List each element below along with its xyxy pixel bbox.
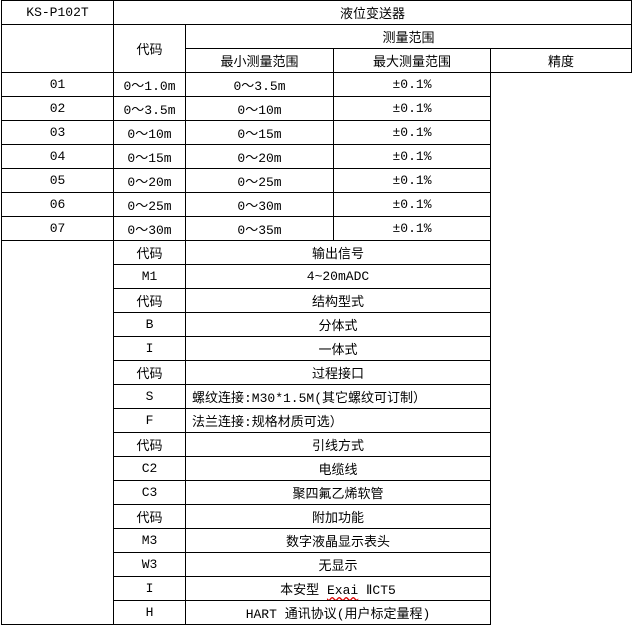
option-code-cell: I <box>113 576 186 601</box>
range-accuracy-cell: ±0.1% <box>333 168 491 193</box>
range-max-cell: 0～30m <box>185 192 334 217</box>
option-code-cell: C2 <box>113 456 186 481</box>
option-desc-cell: 过程接口 <box>185 360 491 385</box>
option-desc-cell: 无显示 <box>185 552 491 577</box>
range-min-cell: 0～10m <box>113 120 186 145</box>
range-code-cell: 07 <box>1 216 114 241</box>
option-desc-cell: 电缆线 <box>185 456 491 481</box>
range-min-cell: 0～25m <box>113 192 186 217</box>
range-row: 04 0～15m 0～20m ±0.1% <box>1 144 632 169</box>
range-max-cell: 0～15m <box>185 120 334 145</box>
option-code-cell: M3 <box>113 528 186 553</box>
option-desc-cell: 输出信号 <box>185 240 491 265</box>
option-row: C2 电缆线 <box>2 456 632 481</box>
option-row: C3 聚四氟乙烯软管 <box>2 480 632 505</box>
range-header-row: 代码 测量范围 <box>1 24 633 73</box>
option-desc-cell: 螺纹连接:M30*1.5M(其它螺纹可订制） <box>185 384 491 409</box>
option-row: F 法兰连接:规格材质可选） <box>2 408 632 433</box>
option-desc-cell: 聚四氟乙烯软管 <box>185 480 491 505</box>
range-min-cell: 0～1.0m <box>113 72 186 97</box>
option-row: S 螺纹连接:M30*1.5M(其它螺纹可订制） <box>2 384 632 409</box>
title-row: KS-P102T 液位变送器 <box>1 0 633 25</box>
option-desc-text: 本安型 <box>280 583 327 598</box>
accuracy-header: 精度 <box>489 48 633 73</box>
option-row: 代码 附加功能 <box>2 504 632 529</box>
option-desc-cell: 数字液晶显示表头 <box>185 528 491 553</box>
option-code-cell: W3 <box>113 552 186 577</box>
range-row: 01 0～1.0m 0～3.5m ±0.1% <box>1 72 632 97</box>
option-code-cell: 代码 <box>113 288 186 313</box>
code-header: 代码 <box>113 24 186 73</box>
range-max-cell: 0～3.5m <box>185 72 334 97</box>
option-desc-cell: HART 通讯协议(用户标定量程) <box>185 600 491 625</box>
option-row: 代码 引线方式 <box>2 432 632 457</box>
range-code-cell: 03 <box>1 120 114 145</box>
option-desc-cell: 法兰连接:规格材质可选） <box>185 408 491 433</box>
range-min-cell: 0～15m <box>113 144 186 169</box>
range-accuracy-cell: ±0.1% <box>333 96 491 121</box>
option-desc-text: ⅡCT5 <box>358 583 396 598</box>
option-code-cell: 代码 <box>113 432 186 457</box>
option-code-cell: 代码 <box>113 504 186 529</box>
range-code-cell: 02 <box>1 96 114 121</box>
option-desc-cell: 分体式 <box>185 312 491 337</box>
range-accuracy-cell: ±0.1% <box>333 192 491 217</box>
model-cell: KS-P102T <box>1 0 114 25</box>
range-accuracy-cell: ±0.1% <box>333 72 491 97</box>
range-subheader-row: 最小测量范围 最大测量范围 精度 <box>2 48 633 73</box>
range-code-cell: 01 <box>1 72 114 97</box>
range-row: 03 0～10m 0～15m ±0.1% <box>1 120 632 145</box>
option-desc-cell: 结构型式 <box>185 288 491 313</box>
spellcheck-marked-text: Exai <box>326 583 359 598</box>
option-desc-cell: 附加功能 <box>185 504 491 529</box>
option-desc-cell: 本安型 Exai ⅡCT5 <box>185 576 491 601</box>
range-accuracy-cell: ±0.1% <box>333 120 491 145</box>
range-group-header: 测量范围 <box>184 24 633 49</box>
range-max-cell: 0～25m <box>185 168 334 193</box>
option-code-cell: C3 <box>113 480 186 505</box>
range-accuracy-cell: ±0.1% <box>333 144 491 169</box>
option-code-cell: F <box>113 408 186 433</box>
option-code-cell: H <box>113 600 186 625</box>
range-row: 05 0～20m 0～25m ±0.1% <box>1 168 632 193</box>
option-row: M3 数字液晶显示表头 <box>2 528 632 553</box>
range-row: 02 0～3.5m 0～10m ±0.1% <box>1 96 632 121</box>
range-min-cell: 0～30m <box>113 216 186 241</box>
range-code-cell: 04 <box>1 144 114 169</box>
option-desc-cell: 一体式 <box>185 336 491 361</box>
option-code-cell: 代码 <box>113 360 186 385</box>
range-row: 07 0～30m 0～35m ±0.1% <box>1 216 632 241</box>
min-range-header: 最小测量范围 <box>185 48 334 73</box>
option-code-cell: S <box>113 384 186 409</box>
option-code-cell: B <box>113 312 186 337</box>
option-code-cell: 代码 <box>113 240 186 265</box>
max-range-header: 最大测量范围 <box>333 48 491 73</box>
range-code-cell: 05 <box>1 168 114 193</box>
blank-cell <box>1 240 114 625</box>
option-code-cell: I <box>113 336 186 361</box>
option-row: 代码 结构型式 <box>2 288 632 313</box>
option-code-cell: M1 <box>113 264 186 289</box>
range-row: 06 0～25m 0～30m ±0.1% <box>1 192 632 217</box>
range-accuracy-cell: ±0.1% <box>333 216 491 241</box>
blank-left-cell <box>1 24 114 73</box>
range-max-cell: 0～20m <box>185 144 334 169</box>
range-min-cell: 0～20m <box>113 168 186 193</box>
range-code-cell: 06 <box>1 192 114 217</box>
title-cell: 液位变送器 <box>112 0 633 25</box>
option-row: 代码 输出信号 <box>1 240 632 625</box>
option-desc-cell: 引线方式 <box>185 432 491 457</box>
option-row: I 一体式 <box>2 336 632 361</box>
option-row: W3 无显示 <box>2 552 632 577</box>
option-desc-cell: 4~20mADC <box>185 264 491 289</box>
range-max-cell: 0～10m <box>185 96 334 121</box>
range-max-cell: 0～35m <box>185 216 334 241</box>
option-row: H HART 通讯协议(用户标定量程) <box>2 600 632 625</box>
range-min-cell: 0～3.5m <box>113 96 186 121</box>
